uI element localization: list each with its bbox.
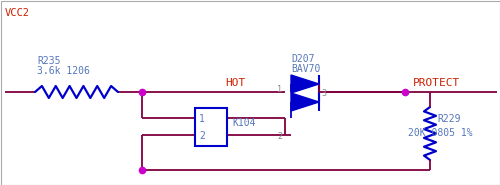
Text: D207: D207 <box>291 54 314 64</box>
Text: R235: R235 <box>37 56 60 66</box>
Text: 2: 2 <box>277 132 282 141</box>
Text: 1: 1 <box>277 85 282 95</box>
Text: PROTECT: PROTECT <box>413 78 460 88</box>
Text: K104: K104 <box>232 118 256 128</box>
Text: HOT: HOT <box>225 78 245 88</box>
Polygon shape <box>291 93 319 111</box>
Text: 1: 1 <box>199 114 205 124</box>
Text: VCC2: VCC2 <box>5 8 30 18</box>
Text: BAV70: BAV70 <box>291 64 320 74</box>
Text: 3: 3 <box>321 88 326 97</box>
Text: R229: R229 <box>437 114 460 124</box>
Text: 3.6k 1206: 3.6k 1206 <box>37 66 90 76</box>
Text: 2: 2 <box>199 131 205 141</box>
Polygon shape <box>291 75 319 93</box>
Text: 20K 0805 1%: 20K 0805 1% <box>408 128 472 138</box>
Bar <box>195 108 227 146</box>
